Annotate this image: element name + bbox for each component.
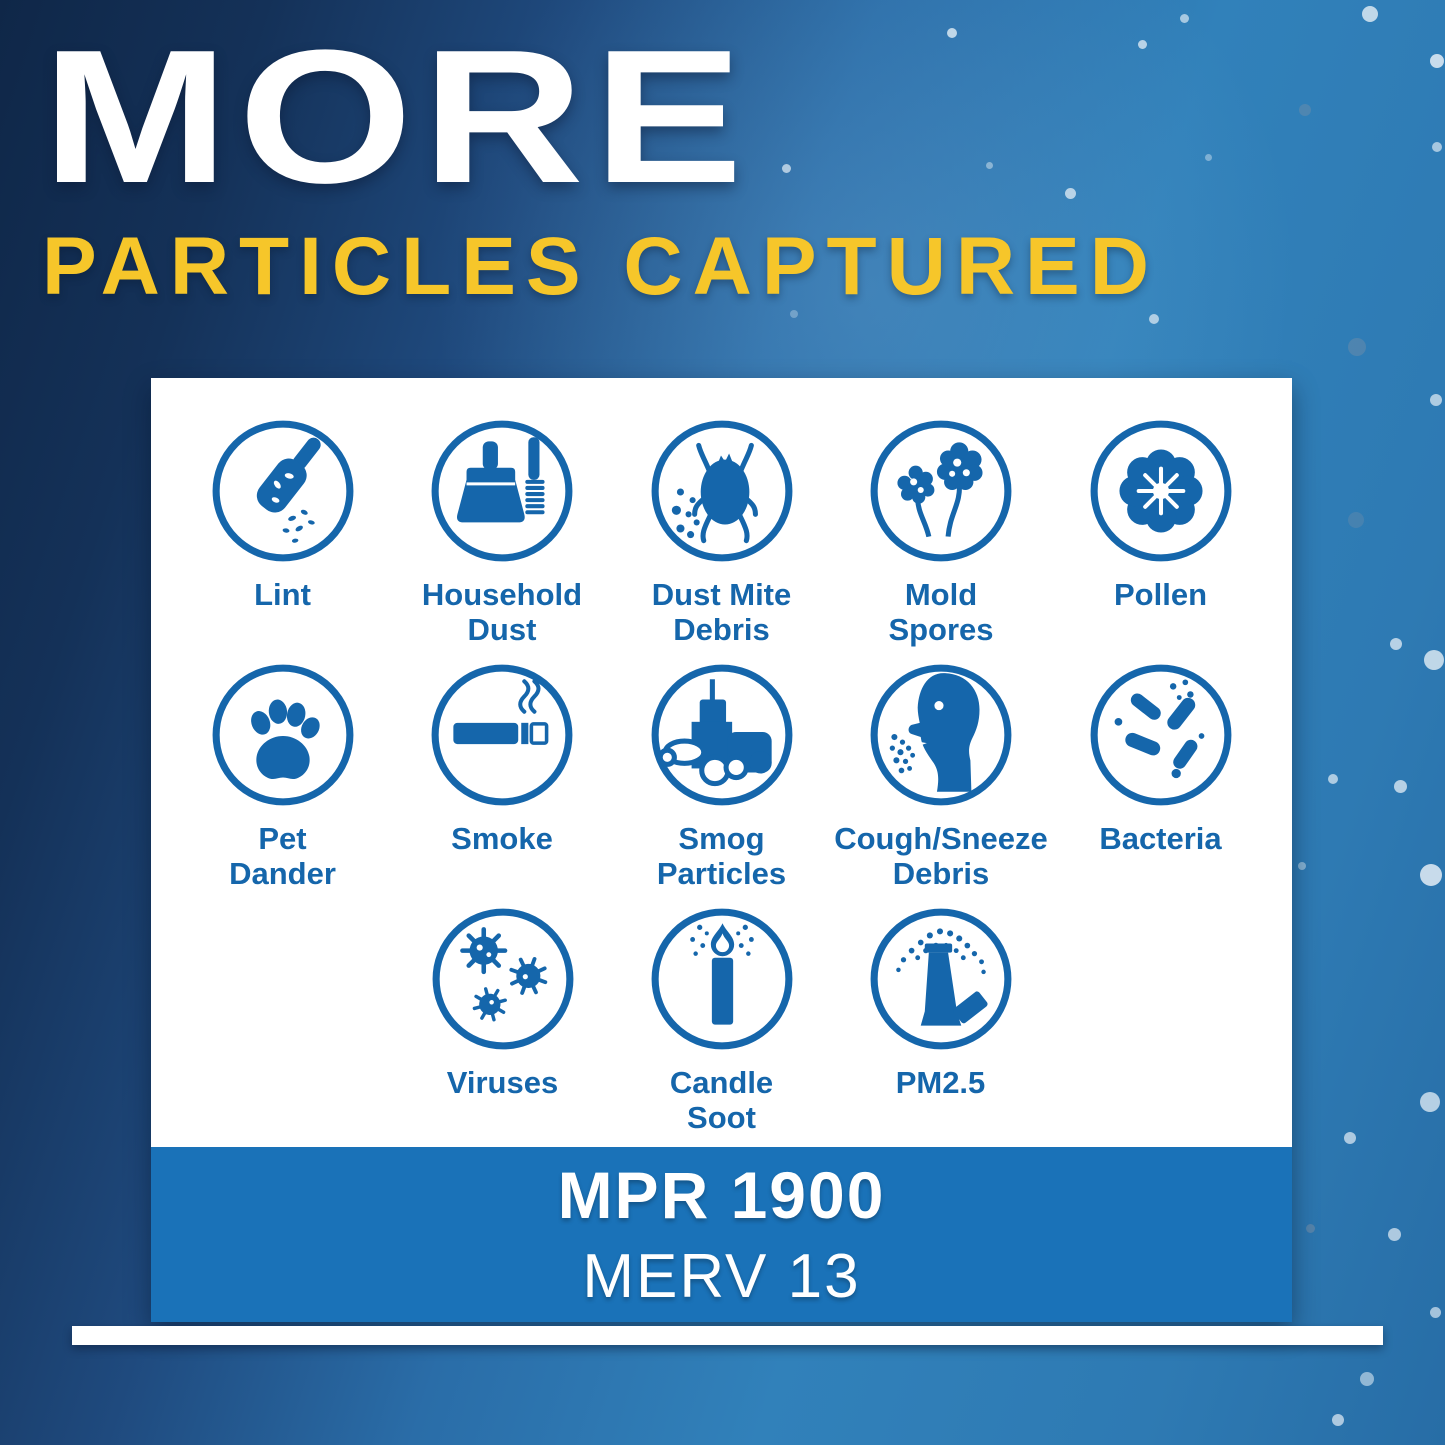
particles-grid: Lint <box>151 378 1292 1147</box>
bokeh-dot <box>1138 40 1147 49</box>
bokeh-dot <box>1306 1224 1315 1233</box>
particle-item-pollen: Pollen <box>1051 415 1270 647</box>
bokeh-dot <box>1362 6 1378 22</box>
particle-item-dust-mite: Dust Mite Debris <box>612 415 831 647</box>
bokeh-dot <box>1332 1414 1344 1426</box>
particle-label: Household Dust <box>421 577 583 648</box>
mold-spores-icon <box>870 420 1012 562</box>
particles-card: Lint <box>151 378 1292 1322</box>
particle-label: Cough/Sneeze Debris <box>834 821 1048 892</box>
dustpan-brush-icon <box>431 420 573 562</box>
mpr-rating: MPR 1900 <box>557 1158 886 1232</box>
bokeh-dot <box>1390 638 1402 650</box>
particle-label: Viruses <box>446 1065 559 1101</box>
virus-icon <box>432 908 573 1050</box>
particle-label: Dust Mite Debris <box>651 577 792 648</box>
particle-item-viruses: Viruses <box>393 903 612 1135</box>
particle-item-pet-dander: Pet Dander <box>173 659 392 891</box>
rating-bar: MPR 1900 MERV 13 <box>151 1147 1292 1322</box>
particle-label: PM2.5 <box>895 1065 986 1101</box>
particle-item-candle-soot: Candle Soot <box>612 903 831 1135</box>
bokeh-dot <box>1420 1092 1440 1112</box>
particle-item-bacteria: Bacteria <box>1051 659 1270 891</box>
bokeh-dot <box>1348 338 1366 356</box>
face-sneeze-icon <box>870 664 1012 806</box>
bacteria-icon <box>1090 664 1231 806</box>
particle-item-smoke: Smoke <box>393 659 612 891</box>
particle-label: Candle Soot <box>669 1065 774 1136</box>
dust-mite-icon <box>651 420 792 562</box>
bokeh-dot <box>1430 394 1442 406</box>
particle-label: Smog Particles <box>656 821 787 892</box>
bokeh-dot <box>1432 142 1442 152</box>
bokeh-dot <box>790 310 798 318</box>
underline-stripe <box>72 1326 1383 1345</box>
particle-item-mold-spores: Mold Spores <box>832 415 1051 647</box>
bokeh-dot <box>1420 864 1442 886</box>
bokeh-dot <box>1424 650 1444 670</box>
paw-print-icon <box>212 664 353 806</box>
bokeh-dot <box>947 28 957 38</box>
candle-icon <box>651 908 792 1050</box>
particle-item-cough-sneeze: Cough/Sneeze Debris <box>832 659 1051 891</box>
bokeh-dot <box>1344 1132 1356 1144</box>
particle-item-smog: Smog Particles <box>612 659 831 891</box>
pollen-flower-icon <box>1090 420 1231 562</box>
particle-label: Smoke <box>451 821 553 857</box>
bokeh-dot <box>1394 780 1407 793</box>
city-smog-icon <box>651 664 792 806</box>
particle-item-pm25: PM2.5 <box>831 903 1050 1135</box>
headline-more: MORE <box>42 11 753 223</box>
bokeh-dot <box>1328 774 1338 784</box>
merv-rating: MERV 13 <box>582 1242 861 1311</box>
bokeh-dot <box>1360 1372 1374 1386</box>
particle-label: Bacteria <box>1099 821 1222 857</box>
bokeh-dot <box>1299 104 1311 116</box>
particles-row-3: Viruses Candle Soot <box>173 903 1270 1135</box>
bokeh-dot <box>1430 54 1444 68</box>
bokeh-dot <box>782 164 791 173</box>
bokeh-dot <box>1180 14 1189 23</box>
particles-row-1: Lint <box>173 415 1270 647</box>
lint-roller-icon <box>212 420 353 562</box>
bokeh-dot <box>1348 512 1364 528</box>
bokeh-dot <box>1430 1307 1441 1318</box>
particle-label: Lint <box>254 577 311 612</box>
particle-label: Pollen <box>1113 577 1207 612</box>
smokestack-icon <box>870 908 1011 1050</box>
headline: MORE PARTICLES CAPTURED <box>42 22 1159 308</box>
particle-label: Pet Dander <box>229 821 336 892</box>
bokeh-dot <box>1065 188 1076 199</box>
particle-item-household-dust: Household Dust <box>393 415 612 647</box>
particles-row-2: Pet Dander Smoke <box>173 659 1270 891</box>
bokeh-dot <box>1149 314 1159 324</box>
bokeh-dot <box>1205 154 1212 161</box>
particle-label: Mold Spores <box>888 577 994 648</box>
headline-particles-captured: PARTICLES CAPTURED <box>42 221 1159 312</box>
bokeh-dot <box>986 162 993 169</box>
bokeh-dot <box>1298 862 1306 870</box>
cigarette-icon <box>431 664 573 806</box>
particle-item-lint: Lint <box>173 415 392 647</box>
bokeh-dot <box>1388 1228 1401 1241</box>
